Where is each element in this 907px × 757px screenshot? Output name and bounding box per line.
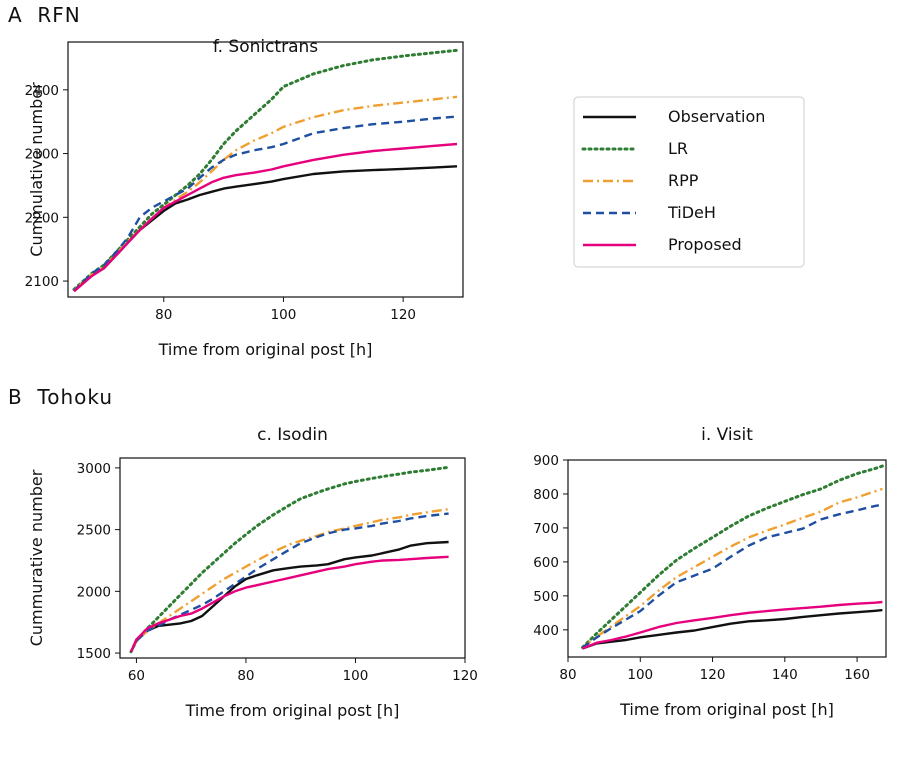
series-line-rpp	[129, 508, 449, 653]
plot-frame	[567, 459, 887, 658]
chart-title: f. Sonictrans	[213, 37, 318, 57]
series-line-proposed	[582, 600, 883, 650]
series-group	[129, 465, 451, 654]
legend-label: Proposed	[668, 235, 742, 254]
section-label-b: B Tohoku	[8, 385, 113, 409]
x-tick-label: 80	[237, 668, 254, 684]
x-axis-label: Time from original post [h]	[158, 340, 373, 359]
series-line-tideh	[581, 503, 883, 649]
series-line-proposed	[129, 555, 449, 653]
series-line-lr	[129, 465, 451, 654]
y-tick-label: 2500	[77, 523, 111, 539]
x-tick-label: 80	[559, 667, 576, 683]
x-tick-label: 100	[343, 668, 369, 684]
y-tick-label: 3000	[77, 461, 111, 477]
legend-entry-tideh: TiDeH	[583, 203, 716, 222]
plot-frame	[67, 41, 464, 298]
y-tick-label: 800	[533, 487, 559, 503]
legend-label: RPP	[668, 171, 699, 190]
legend-entry-observation: Observation	[583, 107, 765, 126]
series-line-tideh	[129, 512, 449, 653]
y-tick-label: 700	[533, 521, 559, 537]
x-tick-label: 60	[128, 668, 145, 684]
y-tick-label: 2200	[25, 210, 59, 226]
series-line-observation	[129, 540, 449, 653]
x-tick-label: 80	[155, 307, 172, 323]
y-tick-label: 2100	[25, 274, 59, 290]
y-tick-label: 900	[533, 453, 559, 469]
chart-title: c. Isodin	[257, 425, 328, 445]
legend-frame	[573, 96, 805, 268]
x-tick-label: 140	[772, 667, 798, 683]
y-tick-label: 2300	[25, 147, 59, 163]
chart-visit: i. Visit 80 100 120 140 160 400 500 600 700 800 900…	[533, 425, 887, 719]
x-tick-label: 120	[390, 307, 416, 323]
legend-label: LR	[668, 139, 688, 158]
chart-isodin: c. Isodin 60 80 100 120 1500 2000 2500 3000 Time …	[27, 425, 478, 720]
series-line-tideh	[73, 115, 458, 292]
y-tick-label: 500	[533, 589, 559, 605]
series-line-observation	[73, 165, 458, 292]
y-tick-label: 400	[533, 623, 559, 639]
series-group	[72, 48, 459, 293]
section-label-a: A RFN	[8, 3, 81, 27]
x-tick-label: 100	[627, 667, 653, 683]
x-tick-label: 100	[271, 307, 297, 323]
legend: Observation LR RPP TiDeH Proposed	[573, 96, 805, 268]
series-line-proposed	[73, 142, 458, 293]
plot-frame	[119, 457, 466, 659]
x-tick-label: 120	[700, 667, 726, 683]
legend-entry-rpp: RPP	[583, 171, 699, 190]
y-tick-label: 600	[533, 555, 559, 571]
legend-label: Observation	[668, 107, 765, 126]
y-axis-label: Cummulative number	[27, 82, 46, 257]
chart-title: i. Visit	[701, 425, 753, 445]
series-line-rpp	[73, 95, 458, 291]
x-tick-label: 160	[844, 667, 870, 683]
y-axis-label: Cummurative number	[27, 469, 46, 646]
x-tick-label: 120	[452, 668, 478, 684]
y-tick-label: 2000	[77, 584, 111, 600]
x-axis-label: Time from original post [h]	[185, 701, 400, 720]
legend-label: TiDeH	[667, 203, 716, 222]
legend-entry-proposed: Proposed	[583, 235, 742, 254]
y-tick-label: 1500	[77, 646, 111, 662]
chart-sonictrans: f. Sonictrans 80 100 120 2100 2200 2300 2400 Tim…	[25, 37, 464, 359]
y-tick-label: 2400	[25, 83, 59, 99]
series-line-observation	[582, 608, 883, 650]
legend-entry-lr: LR	[581, 139, 688, 158]
series-line-lr	[581, 464, 884, 649]
series-group	[581, 464, 884, 650]
x-axis-label: Time from original post [h]	[619, 700, 834, 719]
